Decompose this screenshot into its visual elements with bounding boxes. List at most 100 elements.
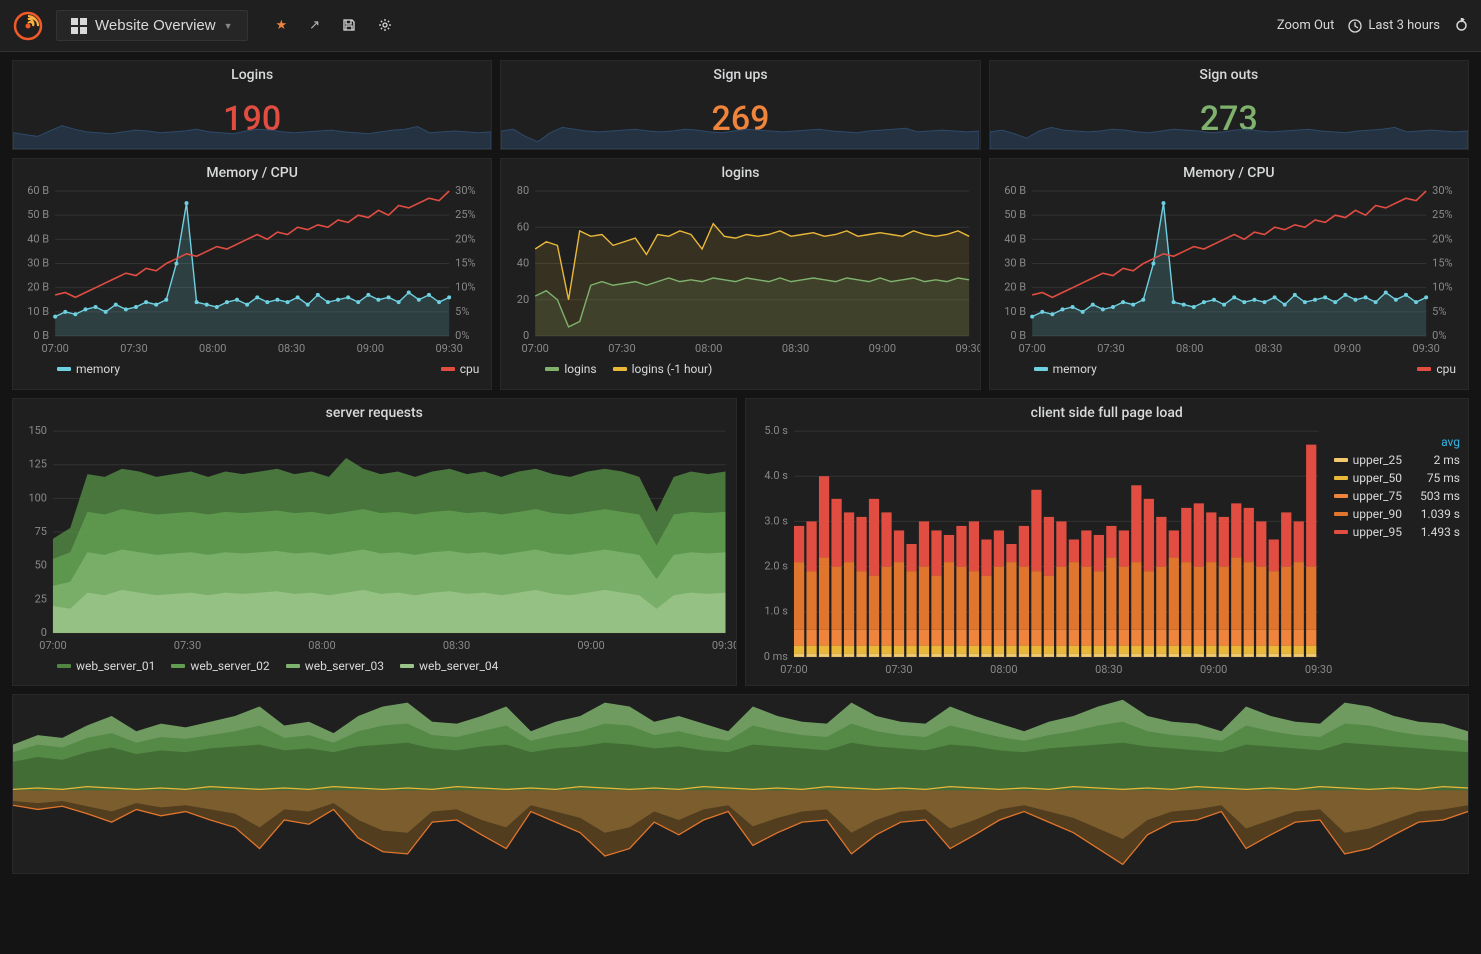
star-icon[interactable]: ★ <box>276 18 288 33</box>
footer-row <box>12 694 1469 874</box>
panel-footer[interactable] <box>12 694 1469 874</box>
legend-header: avg <box>1334 435 1460 449</box>
panel-memcpu-1[interactable]: Memory / CPU 0 B0%10 B5%20 B10%30 B15%40… <box>12 158 492 390</box>
svg-text:08:00: 08:00 <box>1176 342 1203 355</box>
panel-title: Sign outs <box>990 61 1468 85</box>
svg-text:10%: 10% <box>455 281 475 294</box>
legend-item[interactable]: web_server_01 <box>57 659 155 673</box>
svg-text:60 B: 60 B <box>27 184 49 197</box>
svg-text:07:00: 07:00 <box>780 663 807 676</box>
dashboard-picker[interactable]: Website Overview ▼ <box>56 10 248 41</box>
svg-text:07:30: 07:30 <box>609 342 636 355</box>
svg-text:5%: 5% <box>455 305 469 318</box>
svg-text:07:00: 07:00 <box>39 639 66 652</box>
svg-text:0: 0 <box>523 329 529 342</box>
svg-text:25%: 25% <box>455 208 475 221</box>
svg-text:07:00: 07:00 <box>522 342 549 355</box>
legend-row[interactable]: upper_75503 ms <box>1334 489 1460 503</box>
panel-title: Sign ups <box>501 61 979 85</box>
svg-text:09:00: 09:00 <box>357 342 384 355</box>
panel-logins[interactable]: logins 02040608007:0007:3008:0008:3009:0… <box>500 158 980 390</box>
legend-item[interactable]: cpu <box>441 362 480 376</box>
svg-text:30 B: 30 B <box>27 257 49 270</box>
svg-text:10 B: 10 B <box>27 305 49 318</box>
legend-item[interactable]: memory <box>57 362 120 376</box>
refresh-icon[interactable] <box>1454 18 1469 33</box>
svg-text:60 B: 60 B <box>1004 184 1026 197</box>
legend-item[interactable]: web_server_03 <box>286 659 384 673</box>
save-icon[interactable] <box>342 18 356 33</box>
svg-text:09:30: 09:30 <box>1304 663 1331 676</box>
svg-text:20: 20 <box>517 293 529 306</box>
svg-text:07:00: 07:00 <box>41 342 68 355</box>
grafana-logo[interactable] <box>12 10 44 42</box>
panel-title: client side full page load <box>746 399 1469 423</box>
chevron-down-icon: ▼ <box>224 21 233 31</box>
svg-text:10 B: 10 B <box>1004 305 1026 318</box>
svg-text:25: 25 <box>35 592 47 605</box>
stat-panel-signouts[interactable]: Sign outs 273 <box>989 60 1469 150</box>
svg-text:09:00: 09:00 <box>1199 663 1226 676</box>
svg-text:5%: 5% <box>1432 305 1446 318</box>
legend: web_server_01 web_server_02 web_server_03 w… <box>13 655 736 681</box>
dashboard-body: Logins 190 Sign ups 269 Sign outs 273 Me… <box>0 52 1481 882</box>
panel-server-requests[interactable]: server requests 025507510012515007:0007:… <box>12 398 737 686</box>
legend-row[interactable]: upper_951.493 s <box>1334 525 1460 539</box>
charts-row-2: Memory / CPU 0 B0%10 B5%20 B10%30 B15%40… <box>12 158 1469 390</box>
sparkline <box>990 113 1468 149</box>
svg-text:2.0 s: 2.0 s <box>764 560 788 573</box>
legend: memory cpu <box>13 358 491 384</box>
panel-page-load[interactable]: client side full page load 0 ms1.0 s2.0 … <box>745 398 1470 686</box>
panel-memcpu-2[interactable]: Memory / CPU 0 B0%10 B5%20 B10%30 B15%40… <box>989 158 1469 390</box>
svg-text:0%: 0% <box>1432 329 1446 342</box>
toolbar-icons: ★ ↗ <box>276 18 393 33</box>
sparkline <box>13 113 491 149</box>
legend-row[interactable]: upper_901.039 s <box>1334 507 1460 521</box>
legend: logins logins (-1 hour) <box>501 358 979 384</box>
zoom-out-button[interactable]: Zoom Out <box>1277 18 1334 33</box>
svg-text:100: 100 <box>28 491 47 504</box>
chart-memcpu: 0 B0%10 B5%20 B10%30 B15%40 B20%50 B25%6… <box>990 183 1468 358</box>
svg-text:08:30: 08:30 <box>782 342 809 355</box>
legend-item[interactable]: memory <box>1034 362 1097 376</box>
time-range-label: Last 3 hours <box>1368 18 1440 33</box>
panel-title: server requests <box>13 399 736 423</box>
svg-text:50 B: 50 B <box>27 208 49 221</box>
panel-title: logins <box>501 159 979 183</box>
svg-text:125: 125 <box>28 458 47 471</box>
legend-table: avg upper_252 ms upper_5075 ms upper_75503 … <box>1334 435 1460 539</box>
svg-text:08:00: 08:00 <box>199 342 226 355</box>
svg-text:08:00: 08:00 <box>695 342 722 355</box>
svg-text:09:00: 09:00 <box>1333 342 1360 355</box>
grid-icon <box>71 18 87 34</box>
topbar-right: Zoom Out Last 3 hours <box>1277 18 1469 33</box>
panel-title: Logins <box>13 61 491 85</box>
svg-text:09:30: 09:30 <box>435 342 462 355</box>
legend-item[interactable]: web_server_04 <box>400 659 498 673</box>
legend-item[interactable]: logins (-1 hour) <box>613 362 713 376</box>
svg-text:30 B: 30 B <box>1004 257 1026 270</box>
legend-item[interactable]: web_server_02 <box>171 659 269 673</box>
svg-text:0 ms: 0 ms <box>763 650 788 663</box>
svg-text:50: 50 <box>35 559 47 572</box>
svg-text:40 B: 40 B <box>27 232 49 245</box>
charts-row-3: server requests 025507510012515007:0007:… <box>12 398 1469 686</box>
svg-text:07:00: 07:00 <box>1018 342 1045 355</box>
legend-row[interactable]: upper_252 ms <box>1334 453 1460 467</box>
legend-item[interactable]: cpu <box>1417 362 1456 376</box>
time-range-picker[interactable]: Last 3 hours <box>1348 18 1440 33</box>
sparkline <box>501 113 979 149</box>
panel-title: Memory / CPU <box>13 159 491 183</box>
svg-text:08:30: 08:30 <box>1255 342 1282 355</box>
stat-panel-logins[interactable]: Logins 190 <box>12 60 492 150</box>
stat-panel-signups[interactable]: Sign ups 269 <box>500 60 980 150</box>
svg-text:0 B: 0 B <box>33 329 49 342</box>
svg-text:4.0 s: 4.0 s <box>764 469 788 482</box>
svg-text:20 B: 20 B <box>1004 281 1026 294</box>
settings-icon[interactable] <box>378 18 392 33</box>
svg-text:07:30: 07:30 <box>1097 342 1124 355</box>
legend-row[interactable]: upper_5075 ms <box>1334 471 1460 485</box>
legend-item[interactable]: logins <box>545 362 596 376</box>
clock-icon <box>1348 19 1362 33</box>
share-icon[interactable]: ↗ <box>309 18 320 33</box>
